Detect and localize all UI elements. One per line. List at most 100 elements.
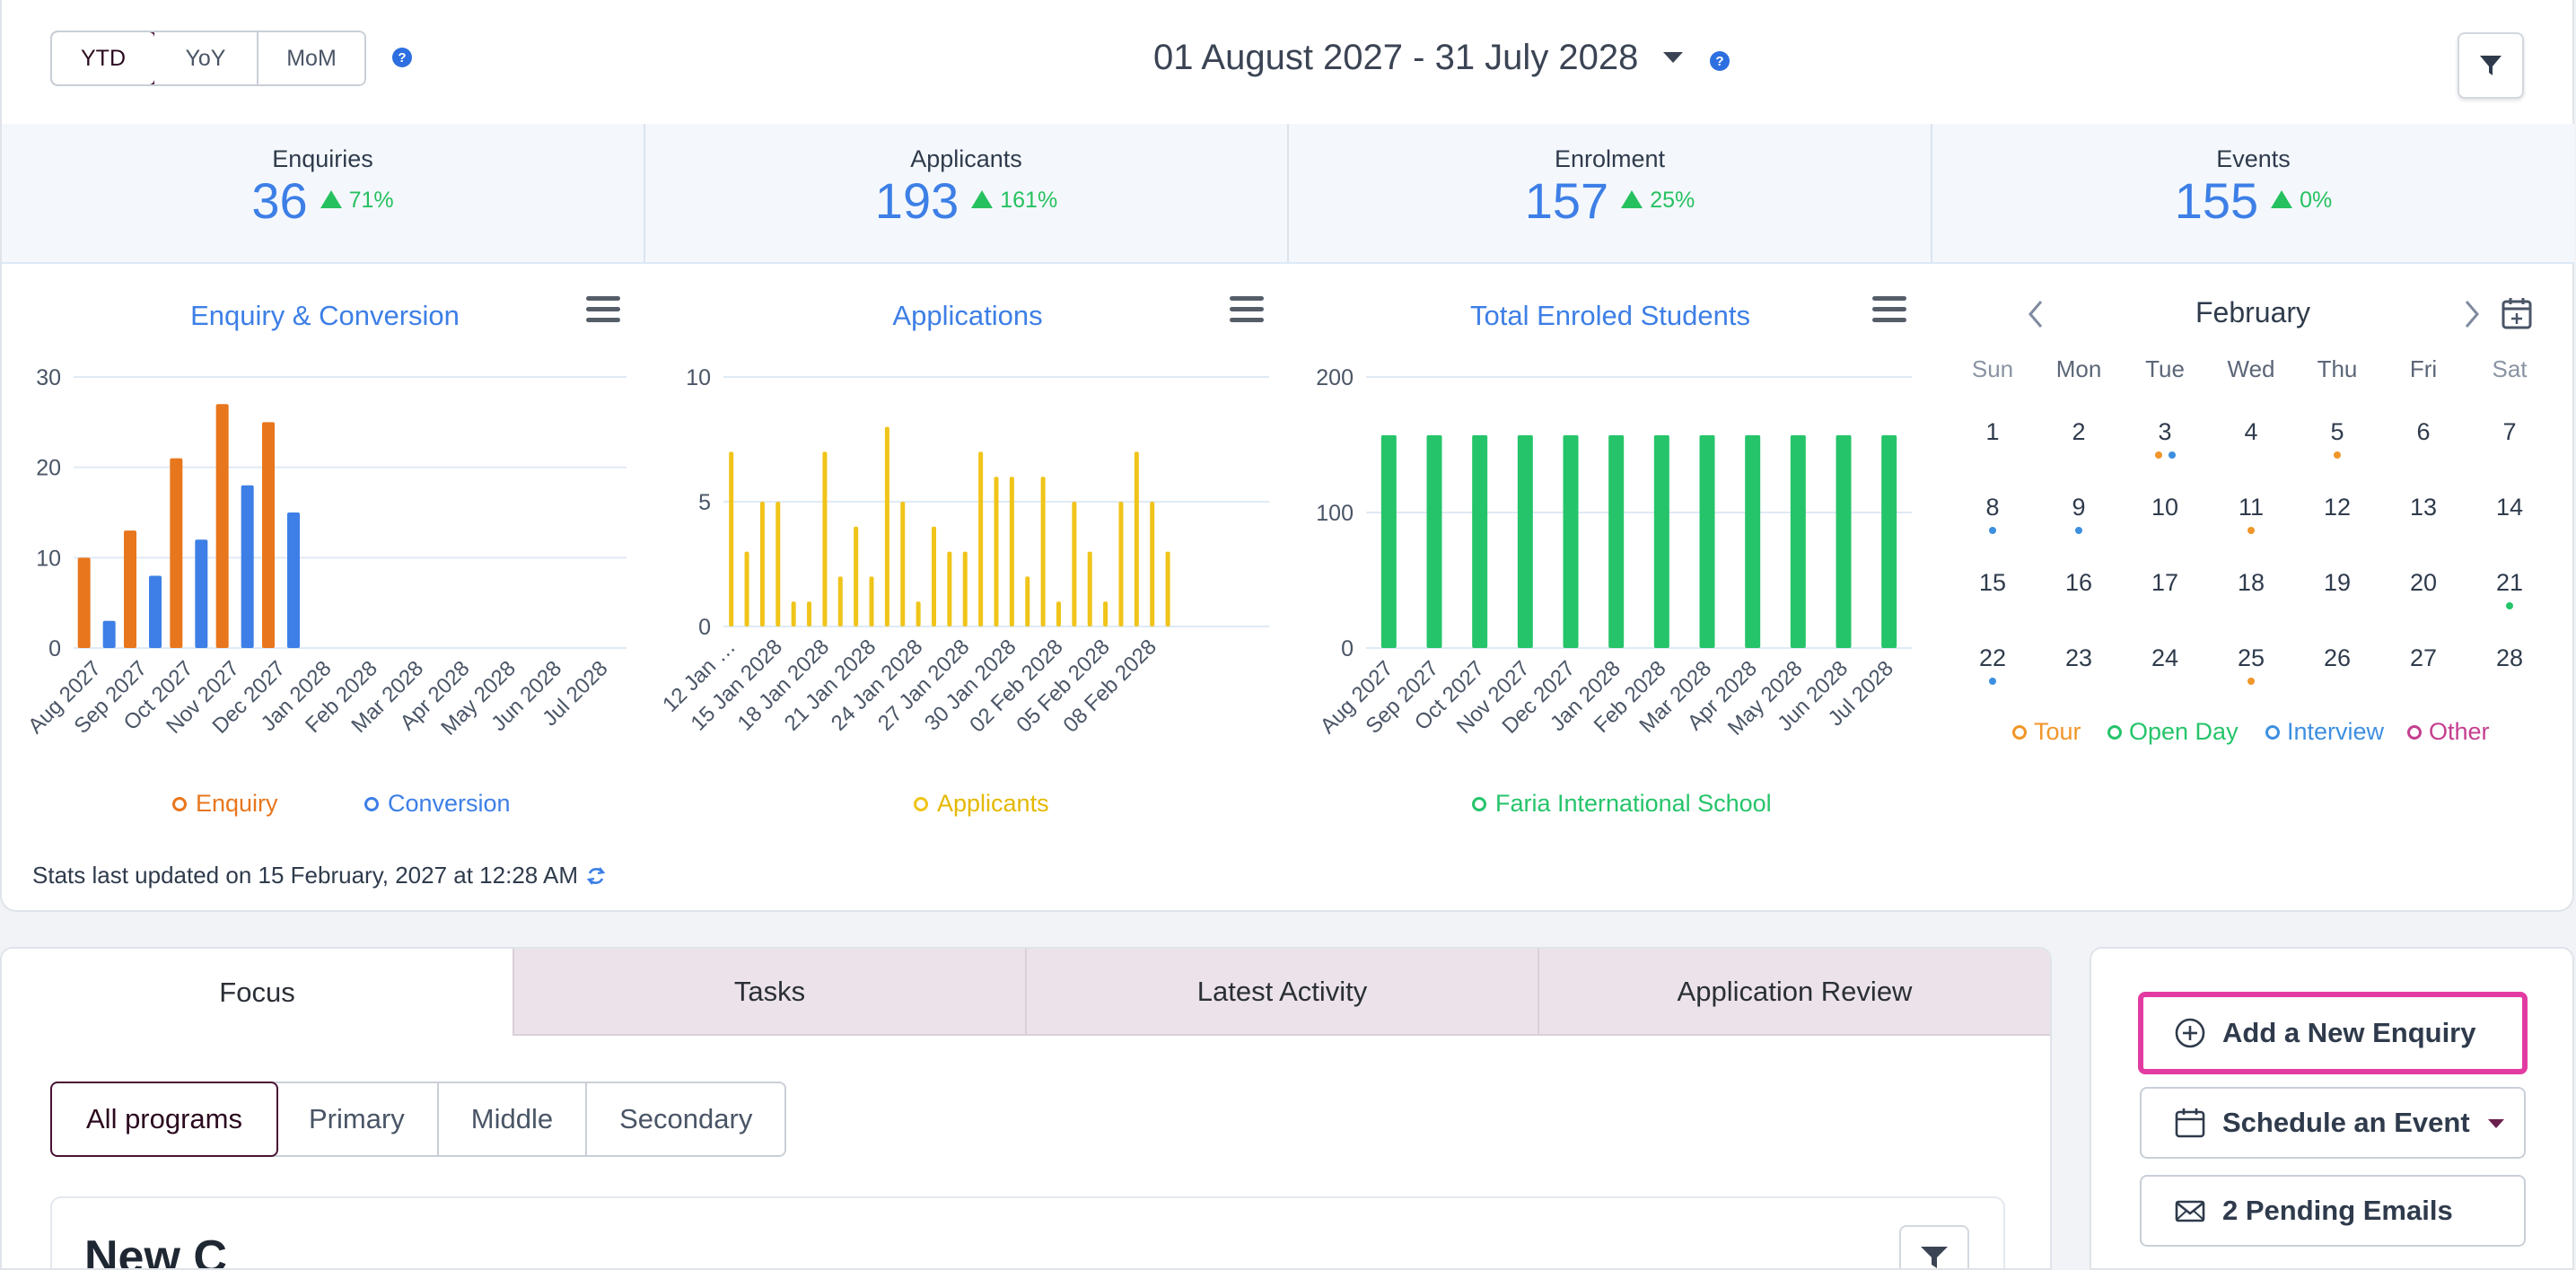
program-option-middle[interactable]: Middle bbox=[439, 1083, 588, 1155]
card-filter-button[interactable] bbox=[1899, 1225, 1969, 1268]
help-icon[interactable]: ? bbox=[392, 48, 412, 67]
bar[interactable] bbox=[1380, 434, 1397, 648]
calendar-day[interactable]: 1 bbox=[1957, 418, 2028, 459]
program-option-secondary[interactable]: Secondary bbox=[619, 1103, 753, 1134]
bar[interactable] bbox=[837, 576, 843, 626]
chevron-right-icon[interactable] bbox=[2461, 298, 2483, 330]
bar[interactable] bbox=[854, 526, 859, 626]
period-option-ytd[interactable]: YTD bbox=[52, 32, 156, 84]
bar[interactable] bbox=[195, 539, 208, 648]
bar[interactable] bbox=[822, 451, 828, 626]
legend-applicants[interactable]: Applicants bbox=[914, 790, 1049, 818]
bar[interactable] bbox=[170, 458, 183, 648]
calendar-day[interactable]: 15 bbox=[1957, 569, 2028, 609]
calendar-day[interactable]: 25 bbox=[2215, 644, 2287, 685]
stat-applicants[interactable]: Applicants 193 161% bbox=[645, 124, 1289, 262]
calendar-day[interactable]: 7 bbox=[2474, 418, 2545, 459]
bar[interactable] bbox=[1472, 434, 1488, 648]
filter-button[interactable] bbox=[2458, 32, 2524, 99]
calendar-day[interactable]: 14 bbox=[2474, 494, 2545, 534]
bar[interactable] bbox=[1025, 576, 1030, 626]
date-range-selector[interactable]: 01 August 2027 - 31 July 2028 bbox=[1153, 38, 1639, 77]
calendar-day[interactable]: 13 bbox=[2388, 494, 2459, 534]
schedule-event-button[interactable]: Schedule an Event bbox=[2140, 1087, 2526, 1159]
bar[interactable] bbox=[869, 576, 874, 626]
date-help-icon[interactable]: ? bbox=[1710, 51, 1730, 71]
calendar-day[interactable]: 23 bbox=[2043, 644, 2115, 685]
add-enquiry-button[interactable]: Add a New Enquiry bbox=[2138, 992, 2528, 1074]
bar[interactable] bbox=[1517, 434, 1533, 648]
calendar-day[interactable]: 2 bbox=[2043, 418, 2115, 459]
bar[interactable] bbox=[1150, 502, 1155, 626]
calendar-day[interactable]: 5 bbox=[2301, 418, 2373, 459]
bar[interactable] bbox=[1699, 434, 1715, 648]
bar[interactable] bbox=[1072, 502, 1077, 626]
bar[interactable] bbox=[1563, 434, 1579, 648]
bar[interactable] bbox=[124, 530, 136, 648]
bar[interactable] bbox=[1608, 434, 1625, 648]
calendar-day[interactable]: 22 bbox=[1957, 644, 2028, 685]
calendar-legend-open-day[interactable]: Open Day bbox=[2107, 718, 2239, 746]
chart-menu-icon[interactable] bbox=[1230, 296, 1264, 323]
bar[interactable] bbox=[884, 426, 889, 626]
calendar-day[interactable]: 9 bbox=[2043, 494, 2115, 534]
bar[interactable] bbox=[791, 601, 796, 626]
stat-enrolment[interactable]: Enrolment 157 25% bbox=[1289, 124, 1932, 262]
bar[interactable] bbox=[1087, 551, 1092, 626]
tab-focus[interactable]: Focus bbox=[2, 949, 513, 1036]
stat-enquiries[interactable]: Enquiries 36 71% bbox=[2, 124, 645, 262]
chevron-left-icon[interactable] bbox=[2025, 298, 2046, 330]
period-option-yoy[interactable]: YoY bbox=[154, 32, 258, 84]
calendar-add-icon[interactable] bbox=[2501, 296, 2533, 330]
bar[interactable] bbox=[1118, 502, 1124, 626]
calendar-legend-interview[interactable]: Interview bbox=[2265, 718, 2384, 746]
calendar-day[interactable]: 19 bbox=[2301, 569, 2373, 609]
calendar-day[interactable]: 20 bbox=[2388, 569, 2459, 609]
bar[interactable] bbox=[1653, 434, 1669, 648]
bar[interactable] bbox=[1836, 434, 1852, 648]
calendar-day[interactable]: 27 bbox=[2388, 644, 2459, 685]
bar[interactable] bbox=[744, 551, 749, 626]
bar[interactable] bbox=[1056, 601, 1061, 626]
bar[interactable] bbox=[1134, 451, 1139, 626]
calendar-day[interactable]: 3 bbox=[2129, 418, 2201, 459]
calendar-day[interactable]: 24 bbox=[2129, 644, 2201, 685]
pending-emails-button[interactable]: 2 Pending Emails bbox=[2140, 1175, 2526, 1247]
calendar-legend-other[interactable]: Other bbox=[2407, 718, 2490, 746]
calendar-day[interactable]: 26 bbox=[2301, 644, 2373, 685]
tab-latest-activity[interactable]: Latest Activity bbox=[1025, 949, 1538, 1036]
program-option-all[interactable]: All programs bbox=[50, 1082, 278, 1157]
bar[interactable] bbox=[1103, 601, 1108, 626]
period-option-mom[interactable]: MoM bbox=[258, 32, 364, 84]
bar[interactable] bbox=[1790, 434, 1806, 648]
legend-enquiry[interactable]: Enquiry bbox=[172, 790, 278, 818]
calendar-day[interactable]: 16 bbox=[2043, 569, 2115, 609]
bar[interactable] bbox=[807, 601, 812, 626]
legend-school[interactable]: Faria International School bbox=[1472, 790, 1772, 818]
calendar-day[interactable]: 6 bbox=[2388, 418, 2459, 459]
chart-menu-icon[interactable] bbox=[586, 296, 620, 323]
bar[interactable] bbox=[1009, 477, 1014, 626]
calendar-day[interactable]: 28 bbox=[2474, 644, 2545, 685]
bar[interactable] bbox=[262, 422, 275, 648]
bar[interactable] bbox=[962, 551, 968, 626]
chevron-down-icon[interactable] bbox=[1663, 52, 1683, 63]
calendar-day[interactable]: 18 bbox=[2215, 569, 2287, 609]
bar[interactable] bbox=[1745, 434, 1761, 648]
bar[interactable] bbox=[729, 451, 734, 626]
calendar-day[interactable]: 8 bbox=[1957, 494, 2028, 534]
bar[interactable] bbox=[775, 502, 781, 626]
bar[interactable] bbox=[1426, 434, 1442, 648]
calendar-day[interactable]: 4 bbox=[2215, 418, 2287, 459]
bar[interactable] bbox=[932, 526, 937, 626]
bar[interactable] bbox=[978, 451, 984, 626]
calendar-day[interactable]: 11 bbox=[2215, 494, 2287, 534]
program-option-primary[interactable]: Primary bbox=[276, 1083, 439, 1155]
bar[interactable] bbox=[759, 502, 765, 626]
refresh-icon[interactable] bbox=[585, 865, 607, 887]
bar[interactable] bbox=[215, 404, 229, 648]
tab-tasks[interactable]: Tasks bbox=[513, 949, 1025, 1036]
bar[interactable] bbox=[916, 601, 921, 626]
bar[interactable] bbox=[994, 477, 999, 626]
bar[interactable] bbox=[77, 557, 91, 648]
